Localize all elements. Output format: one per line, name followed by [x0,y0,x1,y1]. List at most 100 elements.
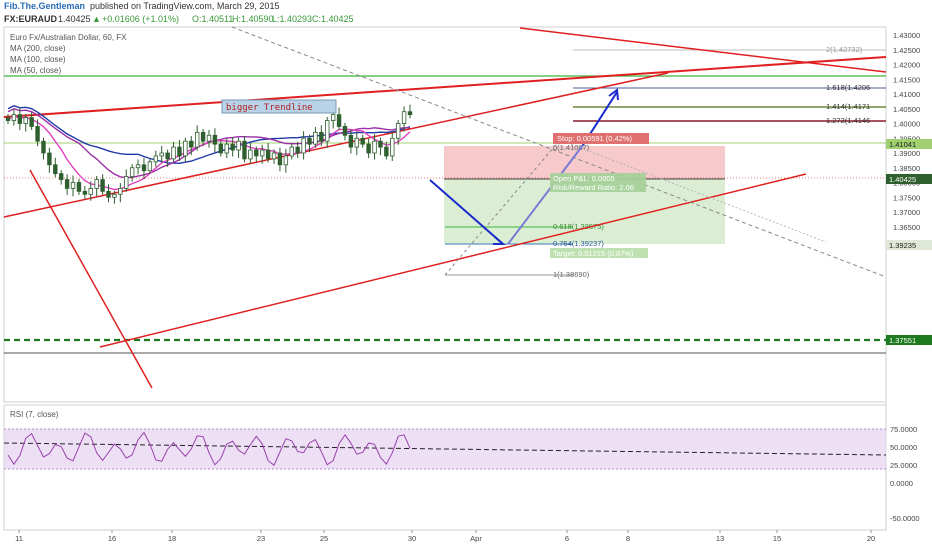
rsi-tick-neg50: -50.0000 [890,514,920,523]
rsi-tick-50: 50.0000 [890,443,917,452]
time-tick: 20 [867,534,875,543]
candle-body [283,155,289,166]
candle-body [277,152,283,166]
bigger-trendline-label: bigger Trendline [226,103,313,113]
legend-title: Euro Fx/Australian Dollar, 60, FX [10,33,127,42]
candle-body [106,190,111,198]
candle-body [194,131,200,148]
bigger-trendline[interactable] [3,56,887,118]
forecast-arrow-down[interactable] [429,179,504,245]
candle-body [59,173,64,180]
downtrend-line[interactable] [29,169,153,389]
fib-2-label: 2(1.42732) [826,45,863,54]
arrow-head-up-icon [608,88,619,101]
candle-body [112,193,117,198]
candle-body [177,146,182,157]
price-tick: 1.41000 [893,90,920,99]
candle-body [200,131,206,142]
price-tick: 1.38500 [893,164,920,173]
legend-ma100: MA (100, close) [10,55,66,64]
candle-body [35,126,40,142]
time-tick: 16 [108,534,116,543]
candle-body [88,187,93,195]
stop-badge[interactable] [553,133,649,144]
time-tick: 13 [716,534,724,543]
rsi-label: RSI (7, close) [10,410,59,419]
fib-dotted-line [559,139,827,243]
badge-support-text: 1.37551 [889,336,916,345]
target-badge[interactable] [550,248,648,258]
candle-body [289,146,294,157]
candle-body [330,114,336,121]
open-pl-label: Open P&L: 0.0005 [553,174,615,183]
candle-body [336,114,342,127]
candle-body [135,164,141,169]
dashed-trendline[interactable] [231,26,887,278]
candle-body [23,117,28,124]
candle-body [224,143,229,154]
badge-target [886,240,932,250]
low-value: L:1.40293 [272,14,312,24]
pl-badge[interactable] [550,173,646,192]
price-tick: 1.42000 [893,61,920,70]
candle-body [189,140,194,148]
badge-fib-top [886,139,932,149]
up-arrow-icon: ▲ [92,14,101,24]
risk-reward-label: Risk/Reward Ratio: 2.06 [553,183,634,192]
badge-support [886,335,932,345]
ma50-series [7,115,411,191]
time-tick: 18 [168,534,176,543]
time-axis[interactable]: 11 16 18 23 25 30 Apr 6 8 13 15 20 [15,530,875,543]
candle-body [366,143,371,154]
candle-body [319,131,324,142]
candle-body [390,137,395,157]
open-value: O:1.40511 [192,14,233,24]
rsi-tick-0: 0.0000 [890,479,913,488]
candle-body [76,182,82,192]
price-axis[interactable]: 1.43000 1.42500 1.42000 1.41500 1.41000 1.405… [893,31,920,232]
candle-body [254,149,259,157]
candle-body [236,140,241,151]
candle-body [212,134,218,145]
price-tick: 1.39000 [893,149,920,158]
fib-1618-label: 1.618(1.4206 [826,83,870,92]
candle-body [11,114,17,121]
candle-body [53,164,58,175]
rsi-trend-line[interactable] [3,442,887,456]
candle-body [47,152,52,166]
candle-body [242,140,247,160]
time-tick: 25 [320,534,328,543]
candle-body [395,123,401,139]
candle-body [307,137,312,145]
candle-body [29,117,34,127]
time-tick: 6 [565,534,569,543]
candle-body [17,114,23,124]
badge-last [886,174,932,184]
candle-body [100,179,105,192]
stop-label: Stop: 0.00591 (0.42%) [557,134,633,143]
fib-0618-label: 0.618(1.39575) [553,222,604,231]
bigger-trendline-badge[interactable] [221,99,337,114]
author-name[interactable]: Fib.The.Gentleman [4,1,85,11]
candle-body [360,137,365,145]
upper-resistance-line[interactable] [519,27,887,73]
price-tick: 1.43000 [893,31,920,40]
time-tick: 8 [626,534,630,543]
high-value: H:1.40590 [232,14,274,24]
candle-body [325,120,330,142]
lower-channel-line[interactable] [99,173,807,348]
legend-ma50: MA (50, close) [10,66,61,75]
price-tick: 1.37500 [893,193,920,202]
candle-body [141,164,147,172]
candle-body [260,149,265,157]
candle-body [118,187,123,195]
arrow-head-down-icon [493,236,506,245]
rsi-tick-25: 25.0000 [890,461,917,470]
candle-body [147,161,153,172]
candle-body [354,137,359,148]
candle-body [248,149,253,160]
forecast-arrow-mid[interactable] [507,144,584,245]
fib-0-label: 0(1.41007) [553,143,590,152]
